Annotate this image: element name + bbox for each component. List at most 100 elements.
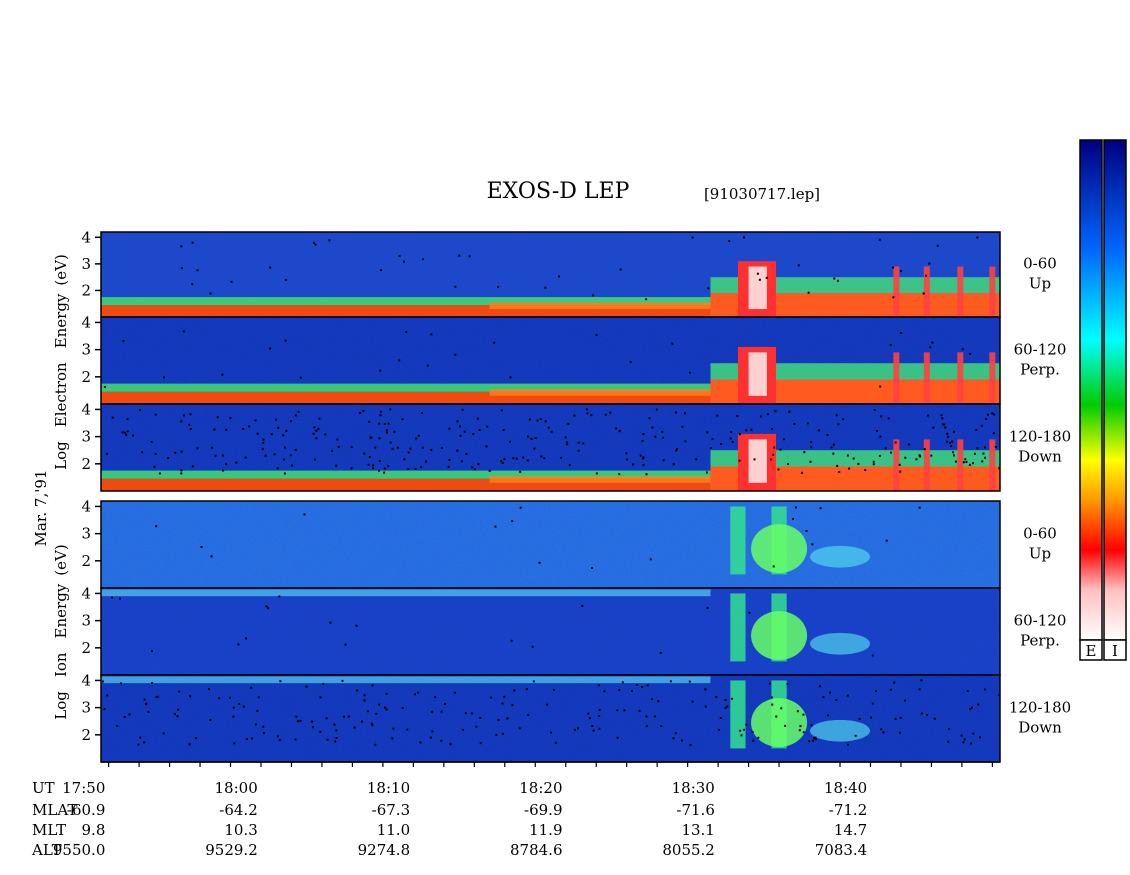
noise-speck	[803, 451, 806, 454]
noise-speck	[573, 728, 576, 731]
ytick-label: 4	[81, 584, 91, 602]
noise-speck	[797, 264, 800, 267]
panel-angle-label: 0-60	[1023, 525, 1057, 543]
noise-speck	[103, 707, 106, 710]
noise-speck	[848, 467, 851, 470]
noise-speck	[475, 725, 478, 728]
noise-speck	[876, 430, 878, 432]
noise-speck	[587, 712, 590, 715]
noise-speck	[216, 416, 219, 419]
noise-speck	[899, 270, 902, 273]
noise-speck	[772, 453, 775, 456]
noise-speck	[283, 472, 286, 475]
noise-speck	[786, 683, 789, 685]
noise-speck	[809, 460, 812, 463]
noise-speck	[904, 699, 906, 702]
noise-speck	[415, 437, 418, 440]
noise-speck	[871, 654, 874, 657]
noise-speck	[191, 241, 194, 244]
noise-speck	[449, 743, 452, 746]
ytick-label: 3	[81, 612, 91, 630]
noise-speck	[892, 296, 895, 299]
ytick-label: 2	[81, 726, 91, 744]
ion-burst-left	[730, 593, 746, 662]
burst-spike	[989, 352, 996, 404]
noise-speck	[807, 291, 810, 294]
noise-speck	[385, 431, 388, 434]
noise-speck	[972, 732, 975, 735]
noise-speck	[509, 376, 512, 379]
noise-speck	[805, 530, 808, 532]
noise-speck	[313, 241, 315, 244]
noise-speck	[779, 448, 782, 451]
noise-speck	[387, 465, 390, 468]
noise-speck	[440, 447, 443, 449]
noise-speck	[964, 458, 967, 461]
noise-speck	[154, 452, 157, 455]
noise-speck	[568, 463, 571, 466]
burst-spike	[923, 266, 930, 317]
noise-speck	[398, 254, 401, 257]
noise-speck	[511, 704, 514, 707]
noise-speck	[946, 440, 949, 443]
noise-speck	[547, 426, 550, 429]
noise-speck	[155, 696, 158, 698]
noise-speck	[577, 727, 579, 730]
noise-speck	[225, 428, 228, 431]
noise-speck	[384, 706, 386, 709]
noise-speck	[928, 262, 931, 265]
noise-speck	[374, 743, 377, 746]
noise-speck	[681, 425, 684, 428]
noise-speck	[453, 691, 456, 694]
noise-speck	[229, 417, 232, 420]
noise-speck	[981, 460, 984, 463]
noise-speck	[534, 437, 537, 439]
noise-speck	[847, 743, 849, 746]
noise-speck	[880, 415, 883, 418]
noise-speck	[180, 469, 183, 472]
noise-speck	[315, 437, 318, 440]
noise-speck	[894, 717, 897, 720]
noise-speck	[105, 452, 108, 455]
noise-speck	[189, 695, 192, 698]
noise-speck	[527, 713, 530, 716]
noise-speck	[355, 624, 358, 627]
noise-speck	[398, 359, 401, 362]
noise-speck	[691, 700, 694, 703]
noise-speck	[513, 689, 516, 692]
noise-speck	[422, 258, 424, 261]
noise-speck	[515, 457, 518, 460]
noise-speck	[676, 448, 678, 451]
low-energy-band	[101, 305, 711, 317]
axis-ut-value: 18:30	[672, 779, 715, 797]
panel-angle-label: 0-60	[1023, 255, 1057, 273]
axis-alt-value: 8784.6	[510, 841, 563, 859]
noise-speck	[871, 702, 874, 705]
noise-speck	[832, 443, 835, 446]
noise-speck	[366, 710, 369, 713]
noise-speck	[798, 729, 801, 732]
noise-speck	[970, 742, 973, 745]
noise-speck	[361, 720, 363, 723]
noise-speck	[519, 470, 522, 473]
burst-spike	[989, 439, 996, 491]
noise-speck	[837, 279, 839, 282]
noise-speck	[472, 433, 475, 435]
noise-speck	[810, 446, 813, 449]
noise-speck	[540, 455, 543, 458]
noise-speck	[501, 462, 504, 464]
noise-speck	[267, 607, 270, 610]
noise-speck	[305, 685, 308, 688]
noise-speck	[822, 696, 825, 699]
noise-speck	[948, 728, 951, 731]
noise-speck	[155, 525, 158, 528]
noise-speck	[383, 423, 386, 425]
noise-speck	[636, 683, 639, 686]
noise-speck	[720, 443, 722, 445]
ytick-label: 4	[81, 313, 91, 331]
noise-speck	[329, 621, 332, 624]
noise-speck	[383, 467, 386, 470]
noise-speck	[191, 283, 194, 286]
noise-speck	[417, 691, 420, 694]
